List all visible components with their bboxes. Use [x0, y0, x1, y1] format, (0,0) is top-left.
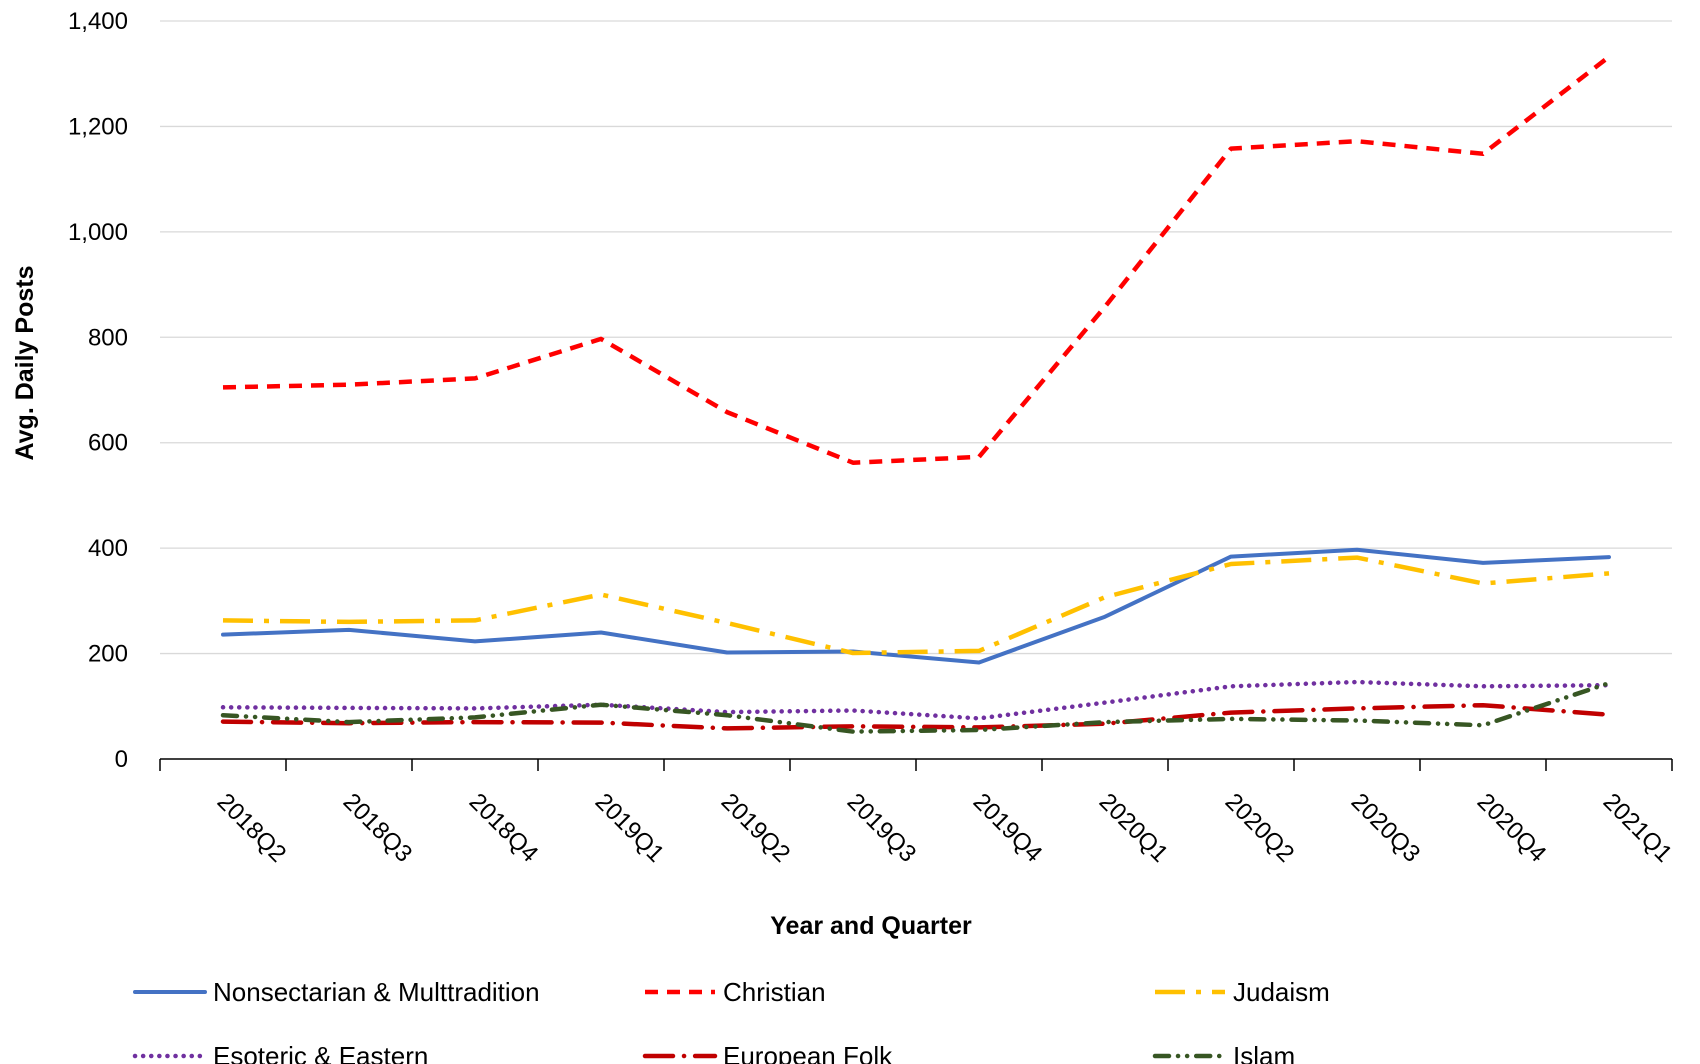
legend-label: European Folk — [723, 1041, 893, 1064]
legend-label: Nonsectarian & Multtradition — [213, 977, 540, 1007]
y-tick-label: 400 — [88, 535, 128, 562]
y-tick-label: 0 — [115, 746, 128, 773]
y-tick-label: 1,200 — [68, 113, 128, 140]
x-tick-label: 2019Q3 — [842, 788, 921, 867]
gridlines — [160, 20, 1672, 655]
y-tick-label: 1,400 — [68, 8, 128, 35]
series-line-4 — [220, 679, 1612, 721]
y-tick-label: 200 — [88, 641, 128, 668]
x-tick-label: 2018Q4 — [464, 788, 543, 867]
series-line-1 — [221, 547, 1611, 665]
x-tick-label: 2020Q4 — [1472, 788, 1551, 867]
x-tick-label: 2021Q1 — [1598, 788, 1677, 867]
x-tick-label: 2020Q2 — [1220, 788, 1299, 867]
y-tick-label: 600 — [88, 430, 128, 457]
legend-label: Christian — [723, 977, 826, 1007]
x-tick-label: 2018Q3 — [338, 788, 417, 867]
x-tick-label: 2020Q3 — [1346, 788, 1425, 867]
legend-label: Judaism — [1233, 977, 1330, 1007]
series-line-2 — [222, 55, 1611, 465]
x-tick-label: 2018Q2 — [212, 788, 291, 867]
y-tick-label: 800 — [88, 324, 128, 351]
legend: Nonsectarian & Multtradition Christian Jud… — [132, 977, 1330, 1064]
series-line-5 — [220, 702, 1612, 731]
x-tick-label: 2019Q4 — [968, 788, 1047, 867]
x-tick-label: 2019Q2 — [716, 788, 795, 867]
series-lines — [220, 55, 1612, 734]
y-axis-title: Avg. Daily Posts — [11, 266, 39, 461]
axes: 0 200 400 600 800 1,000 1,200 1,400 2018Q2 2018Q3… — [68, 8, 1677, 868]
x-tick-label: 2019Q1 — [590, 788, 669, 867]
legend-label: Islam — [1233, 1041, 1295, 1064]
series-line-3 — [222, 555, 1610, 656]
y-tick-label: 1,000 — [68, 219, 128, 246]
legend-label: Esoteric & Eastern — [213, 1041, 428, 1064]
series-line-6 — [220, 680, 1612, 734]
x-tick-label: 2020Q1 — [1094, 788, 1173, 867]
x-axis-title: Year and Quarter — [770, 912, 972, 940]
